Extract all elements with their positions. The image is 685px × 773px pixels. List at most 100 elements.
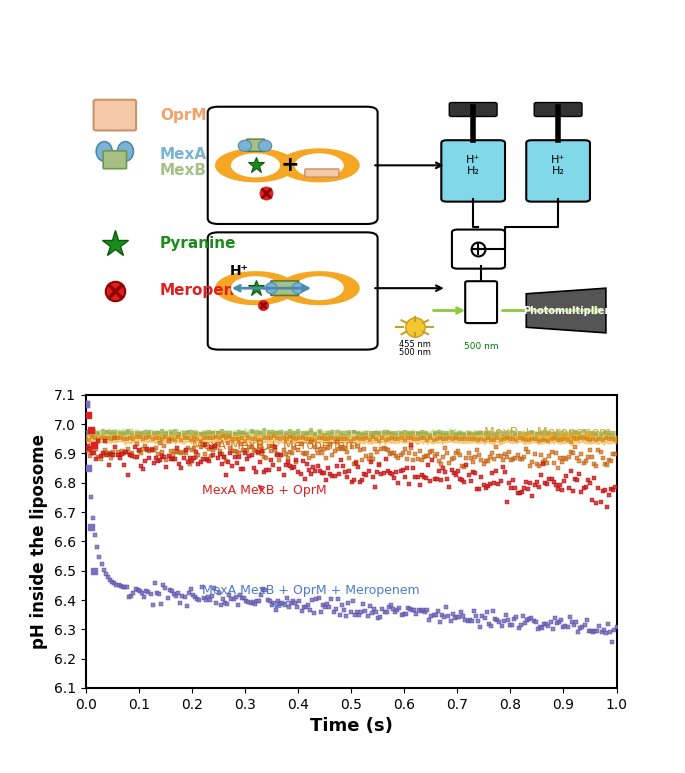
Point bbox=[482, 455, 493, 468]
Point bbox=[227, 444, 238, 457]
Point bbox=[374, 435, 385, 448]
Point bbox=[510, 482, 521, 495]
Point bbox=[544, 427, 555, 439]
Point bbox=[353, 608, 364, 621]
Point bbox=[157, 427, 168, 440]
Point bbox=[342, 471, 353, 483]
Point bbox=[114, 451, 125, 464]
Point bbox=[432, 433, 443, 445]
Point bbox=[488, 605, 499, 618]
Point bbox=[144, 428, 155, 441]
Point bbox=[244, 441, 255, 453]
Y-axis label: pH inside the liposome: pH inside the liposome bbox=[30, 434, 48, 649]
Point bbox=[467, 429, 478, 441]
Point bbox=[171, 589, 182, 601]
Text: MexA MexB + OprM: MexA MexB + OprM bbox=[203, 485, 327, 498]
Point bbox=[103, 432, 114, 444]
Point bbox=[428, 434, 439, 446]
Point bbox=[575, 432, 586, 444]
Point bbox=[208, 449, 219, 461]
Point bbox=[545, 616, 556, 628]
Point bbox=[516, 485, 527, 498]
Point bbox=[401, 461, 412, 474]
Point bbox=[608, 448, 619, 461]
Point bbox=[246, 424, 257, 437]
Point bbox=[107, 576, 118, 588]
Point bbox=[253, 447, 264, 459]
Point bbox=[357, 427, 368, 440]
Point bbox=[193, 448, 204, 461]
Point bbox=[105, 451, 116, 464]
Point bbox=[508, 453, 519, 465]
Point bbox=[188, 431, 199, 444]
Point bbox=[91, 453, 102, 465]
Point bbox=[455, 427, 466, 440]
Point bbox=[119, 447, 129, 459]
Point bbox=[422, 434, 433, 446]
Point bbox=[461, 451, 472, 464]
Point bbox=[593, 444, 604, 456]
Point bbox=[174, 428, 185, 441]
Point bbox=[191, 427, 202, 440]
Point bbox=[510, 427, 521, 440]
Point bbox=[272, 427, 283, 439]
Point bbox=[122, 433, 133, 445]
Point bbox=[603, 454, 614, 466]
FancyBboxPatch shape bbox=[452, 230, 505, 269]
Point bbox=[191, 446, 202, 458]
Point bbox=[557, 455, 568, 468]
Point bbox=[148, 444, 159, 456]
Point bbox=[167, 453, 178, 465]
Point bbox=[125, 448, 136, 461]
Point bbox=[105, 426, 116, 438]
Point bbox=[559, 451, 570, 464]
Point bbox=[105, 428, 116, 441]
Point bbox=[344, 426, 355, 438]
Point bbox=[421, 427, 432, 439]
Point bbox=[415, 432, 426, 444]
Point bbox=[557, 484, 568, 496]
Point bbox=[293, 425, 304, 438]
Point bbox=[488, 429, 499, 441]
Point bbox=[482, 606, 493, 618]
Point bbox=[195, 428, 206, 441]
Point bbox=[125, 431, 136, 444]
Point bbox=[361, 427, 372, 439]
Point bbox=[398, 608, 409, 620]
Text: +: + bbox=[281, 155, 299, 175]
Point bbox=[230, 432, 241, 444]
Point bbox=[255, 427, 266, 439]
Point bbox=[166, 585, 177, 598]
Point bbox=[134, 584, 145, 597]
Point bbox=[266, 598, 277, 611]
Point bbox=[515, 618, 526, 631]
Point bbox=[410, 471, 421, 483]
Point bbox=[319, 601, 330, 614]
Polygon shape bbox=[279, 272, 359, 305]
Point bbox=[606, 482, 616, 495]
Point bbox=[462, 615, 473, 628]
Point bbox=[262, 432, 273, 444]
Point bbox=[93, 435, 104, 448]
Point bbox=[429, 449, 440, 461]
Point bbox=[241, 594, 252, 607]
Point bbox=[230, 591, 241, 604]
Point bbox=[103, 459, 114, 472]
Point bbox=[577, 621, 588, 633]
Point bbox=[476, 471, 487, 483]
Point bbox=[600, 627, 611, 639]
Point bbox=[519, 617, 530, 629]
Point bbox=[436, 474, 447, 486]
Point bbox=[453, 444, 464, 457]
Point bbox=[250, 466, 261, 478]
Point bbox=[203, 443, 214, 455]
Point bbox=[463, 447, 474, 459]
Point bbox=[160, 582, 171, 594]
Point bbox=[598, 624, 609, 636]
Point bbox=[479, 434, 490, 446]
FancyBboxPatch shape bbox=[271, 281, 299, 295]
Point bbox=[473, 615, 484, 627]
FancyBboxPatch shape bbox=[441, 140, 505, 202]
Point bbox=[214, 444, 225, 457]
Point bbox=[157, 449, 168, 461]
